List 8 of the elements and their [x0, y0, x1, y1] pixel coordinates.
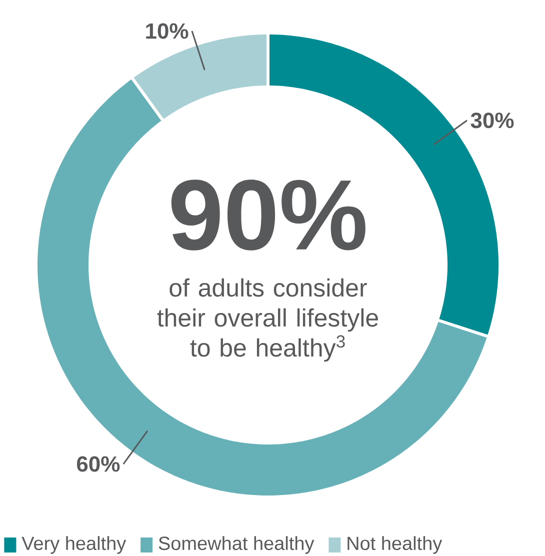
legend-label: Very healthy: [22, 536, 126, 554]
data-label: 10%: [146, 23, 188, 39]
data-label: 30%: [470, 112, 514, 128]
text: 90%: [171, 180, 366, 250]
legend-label: Not healthy: [348, 536, 442, 554]
data-label: 60%: [76, 456, 120, 472]
text: of adults consider their overall lifestyle to be healthy$^{3}$: [157, 278, 378, 362]
legend-label: Somewhat healthy: [158, 536, 314, 554]
